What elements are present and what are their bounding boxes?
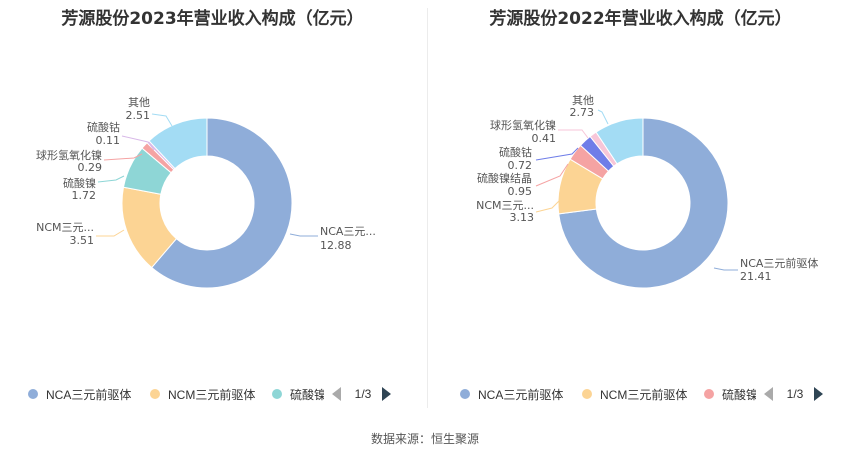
legend-pager: 1/3 [764, 384, 826, 404]
slice-label-value: 0.95 [508, 185, 533, 198]
legend-label: NCM三元前驱体 [600, 387, 688, 402]
label-leader-line [103, 153, 143, 161]
label-leader-line [121, 135, 155, 151]
pie-slice[interactable] [148, 117, 208, 170]
slice-label-value: 0.29 [78, 161, 103, 174]
pie-slice[interactable] [558, 117, 729, 289]
label-leader-line [535, 147, 579, 161]
pie-slice[interactable] [150, 117, 293, 289]
legend-item-ncm[interactable]: NCM三元前驱体 [582, 384, 687, 404]
chart-panel-2022: 芳源股份2022年营业收入构成（亿元） NCA三元前驱体 21.41 NCM三元..… [428, 0, 850, 420]
slice-label-name: 硫酸镍 [63, 176, 96, 190]
slice-label-value: 0.72 [508, 159, 533, 172]
legend-dot [704, 388, 714, 399]
slice-label-value: 12.88 [320, 239, 352, 252]
label-leader-line [97, 175, 125, 183]
slice-label-value: 21.41 [740, 270, 772, 283]
legend-dot [150, 388, 160, 399]
legend-item-third[interactable]: 硫酸镍结晶 [704, 384, 756, 404]
prev-page-arrow-icon[interactable] [764, 387, 773, 401]
label-leader-line [96, 229, 125, 237]
label-leader-line [713, 267, 738, 271]
legend-pager: 1/3 [332, 384, 394, 404]
slice-label-name: 球形氢氧化镍 [36, 148, 102, 162]
legend-label: NCM三元前驱体 [168, 387, 256, 402]
slice-label-value: 1.72 [72, 189, 97, 202]
legend-page-indicator: 1/3 [354, 387, 372, 401]
next-page-arrow-icon[interactable] [814, 387, 823, 401]
legend-dot [582, 388, 592, 399]
slice-label-value: 0.41 [532, 132, 557, 145]
label-leader-line [535, 199, 561, 213]
panel-divider [427, 8, 428, 408]
slice-label-name: NCA三元... [320, 225, 376, 238]
slice-label-name: NCM三元... [476, 199, 534, 212]
legend-page-indicator: 1/3 [786, 387, 804, 401]
slice-label-value: 0.11 [96, 134, 121, 147]
legend-dot [28, 388, 38, 399]
slice-label-name: 其他 [128, 96, 150, 109]
slice-label-value: 3.13 [510, 211, 535, 224]
slice-label-name: 硫酸钴 [87, 120, 120, 134]
chart-panel-2023: 芳源股份2023年营业收入构成（亿元） NCA三元... 12.88 NCM三元..… [0, 0, 425, 420]
slice-label-name: 硫酸镍结晶 [477, 171, 532, 185]
legend-label: 硫酸镍 [290, 387, 324, 402]
slice-label-name: NCA三元前驱体 [740, 256, 818, 270]
slice-label-name: 球形氢氧化镍 [490, 118, 556, 132]
data-source-note: 数据来源：恒生聚源 [370, 432, 479, 446]
label-leader-line [289, 233, 318, 237]
legend-label: 硫酸镍结晶 [722, 387, 756, 402]
prev-page-arrow-icon[interactable] [332, 387, 341, 401]
legend-2022: NCA三元前驱体 NCM三元前驱体 硫酸镍结晶 1/3 [428, 384, 850, 404]
slice-label-name: NCM三元... [36, 221, 94, 234]
slice-label-name: 其他 [572, 94, 594, 107]
slice-label-value: 2.51 [126, 109, 151, 122]
next-page-arrow-icon[interactable] [382, 387, 391, 401]
legend-item-nca[interactable]: NCA三元前驱体 [28, 384, 131, 404]
label-leader-line [151, 113, 173, 127]
legend-dot [460, 388, 470, 399]
label-leader-line [535, 163, 569, 187]
pie-slice[interactable] [595, 117, 644, 165]
chart-title-2023: 芳源股份2023年营业收入构成（亿元） [61, 9, 364, 29]
label-leader-line [558, 129, 589, 139]
legend-label: NCA三元前驱体 [46, 387, 132, 402]
legend-2023: NCA三元前驱体 NCM三元前驱体 硫酸镍 1/3 [0, 384, 425, 404]
label-leader-line [597, 109, 609, 125]
legend-label: NCA三元前驱体 [478, 387, 564, 402]
slice-label-value: 3.51 [70, 234, 95, 247]
slice-label-value: 2.73 [570, 106, 595, 119]
legend-item-nca[interactable]: NCA三元前驱体 [460, 384, 563, 404]
legend-item-ncm[interactable]: NCM三元前驱体 [150, 384, 255, 404]
legend-dot [272, 388, 282, 399]
slice-label-name: 硫酸钴 [499, 145, 532, 159]
chart-title-2022: 芳源股份2022年营业收入构成（亿元） [489, 9, 792, 29]
legend-item-third[interactable]: 硫酸镍 [272, 384, 324, 404]
